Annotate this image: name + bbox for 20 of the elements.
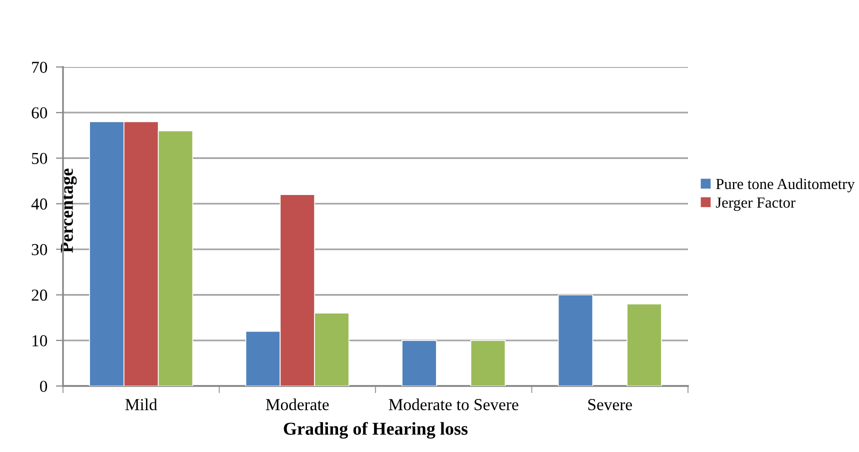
y-axis-title: Percentage <box>60 168 77 253</box>
bar <box>470 340 506 386</box>
x-tick-label: Mild <box>125 398 158 410</box>
legend-label: Jerger Factor <box>716 198 796 211</box>
y-tick-label: 10 <box>32 335 48 346</box>
bar <box>626 304 662 386</box>
y-tick-label: 30 <box>32 244 48 256</box>
x-tick-label: Severe <box>588 399 632 410</box>
y-tick-label: 40 <box>31 198 48 210</box>
y-tick-label: 60 <box>32 107 48 119</box>
bar <box>402 340 437 386</box>
y-tick-label: 50 <box>32 152 48 164</box>
legend-label: Pure tone Auditometry <box>716 178 855 192</box>
x-tick-label: Moderate <box>266 398 329 410</box>
y-tick-label: 20 <box>32 290 48 301</box>
y-tick-label: 70 <box>32 62 48 73</box>
y-tick-label: 0 <box>40 380 48 392</box>
bar <box>558 294 594 386</box>
x-axis-title: Grading of Hearing loss <box>284 422 468 439</box>
x-tick-label: Moderate to Severe <box>388 398 518 410</box>
